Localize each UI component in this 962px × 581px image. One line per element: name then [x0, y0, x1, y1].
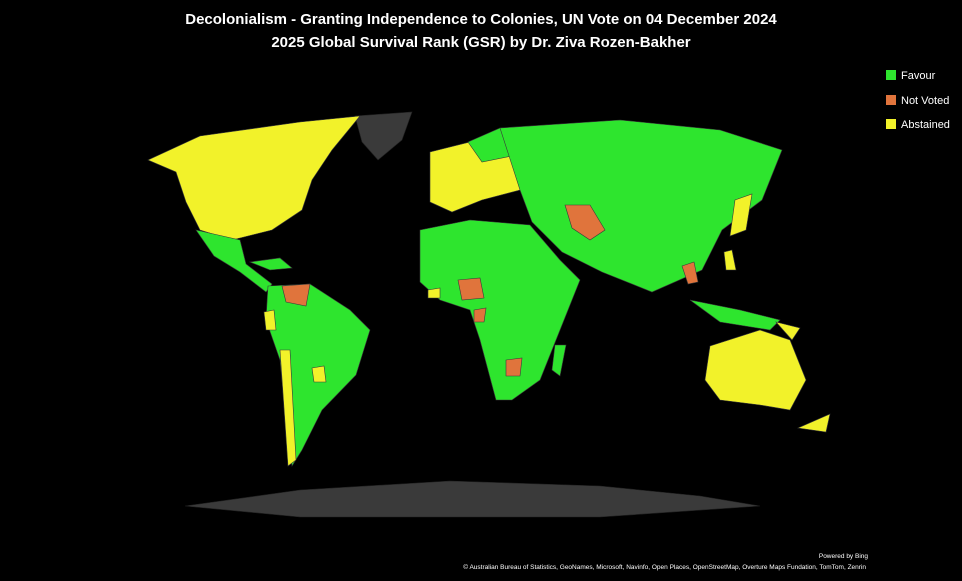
zimbabwe: [505, 357, 523, 377]
iran: [564, 204, 606, 241]
attribution: © Australian Bureau of Statistics, GeoNa…: [463, 563, 866, 571]
liberia: [427, 287, 441, 299]
japan: [729, 193, 753, 237]
north-america: [147, 115, 361, 241]
africa: [419, 219, 581, 401]
title-line1: Decolonialism - Granting Independence to…: [185, 11, 777, 28]
legend-label: Abstained: [901, 119, 950, 131]
chile: [279, 349, 297, 467]
philippines: [723, 249, 737, 271]
legend-swatch: [886, 70, 896, 80]
australia: [704, 329, 807, 411]
legend-label: Not Voted: [901, 95, 949, 107]
vietnam: [681, 261, 699, 285]
legend-label: Favour: [901, 70, 936, 82]
papua: [775, 321, 801, 341]
venezuela: [281, 283, 311, 307]
legend: Favour Not Voted Abstained: [886, 70, 950, 131]
asia: [499, 119, 783, 293]
nigeria: [457, 277, 485, 301]
powered-by: Powered by Bing: [819, 553, 869, 560]
paraguay: [311, 365, 327, 383]
title-line2: 2025 Global Survival Rank (GSR) by Dr. Z…: [271, 34, 690, 51]
new-zealand: [796, 413, 831, 433]
indonesia: [689, 299, 781, 331]
antarctica: [184, 480, 761, 518]
madagascar: [551, 344, 567, 377]
ecuador: [263, 309, 277, 331]
gabon: [473, 307, 487, 323]
legend-swatch: [886, 95, 896, 105]
map: [147, 111, 831, 518]
greenland: [354, 111, 413, 161]
caribbean: [248, 257, 293, 271]
legend-swatch: [886, 119, 896, 129]
